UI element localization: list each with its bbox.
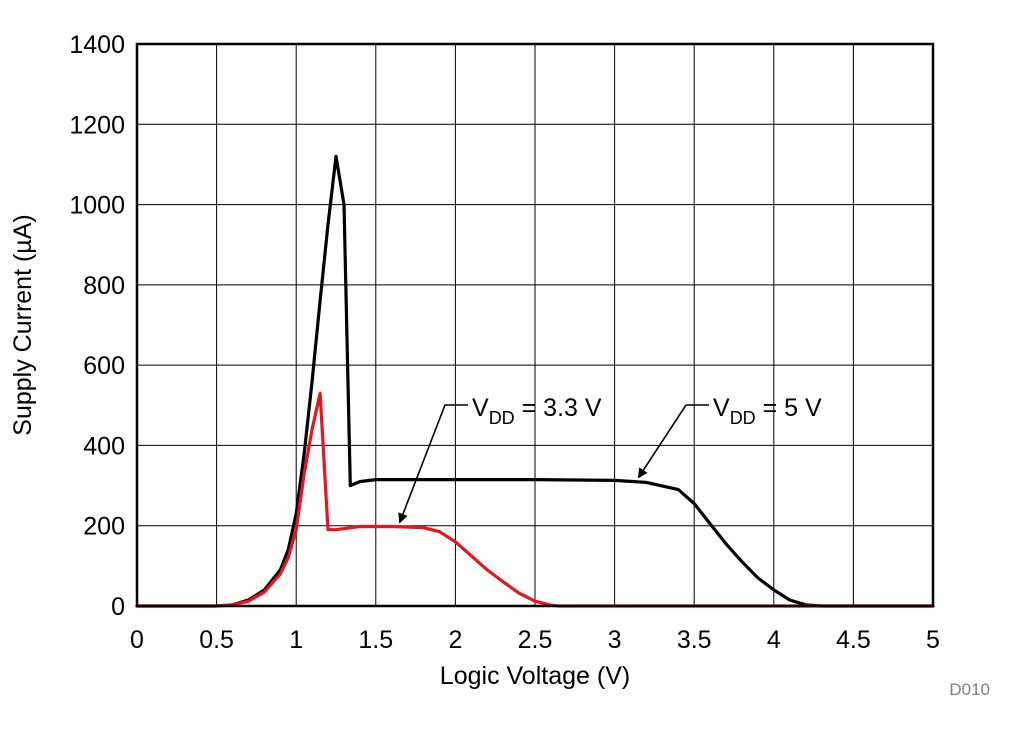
x-tick-label: 1.5 (358, 626, 393, 654)
y-tick-label: 1200 (69, 111, 125, 139)
annotation-layer: VDD = 3.3 V VDD = 5 V (398, 394, 822, 524)
x-tick-label: 4 (767, 626, 781, 654)
series-line-vdd-3v3 (135, 391, 935, 608)
legend-annotation-vdd-5v: VDD = 5 V (637, 394, 822, 479)
figure-id: D010 (949, 680, 990, 699)
y-tick-label: 400 (83, 432, 125, 460)
x-tick-label: 0 (130, 626, 144, 654)
y-tick-label: 1000 (69, 192, 125, 220)
x-tick-label: 2.5 (518, 626, 553, 654)
legend-annotation-vdd-3v3: VDD = 3.3 V (398, 394, 602, 524)
gridlines (137, 44, 933, 606)
x-tick-label: 1 (289, 626, 303, 654)
y-tick-labels: 0 200 400 600 800 1000 1200 1400 (69, 31, 125, 621)
legend-leader-arrow (398, 404, 468, 524)
x-tick-label: 3.5 (677, 626, 712, 654)
x-axis-label: Logic Voltage (V) (440, 662, 630, 690)
legend-leader-arrow (637, 404, 709, 479)
x-tick-label: 3 (608, 626, 622, 654)
y-axis-label: Supply Current (µA) (9, 214, 37, 435)
x-tick-label: 0.5 (199, 626, 234, 654)
y-tick-label: 0 (111, 593, 125, 621)
legend-label: VDD = 5 V (713, 394, 822, 428)
y-tick-label: 800 (83, 272, 125, 300)
plot-frame (135, 42, 935, 608)
y-tick-label: 200 (83, 513, 125, 541)
x-tick-label: 2 (448, 626, 462, 654)
x-tick-label: 5 (926, 626, 940, 654)
x-tick-label: 4.5 (836, 626, 871, 654)
y-tick-label: 600 (83, 352, 125, 380)
y-tick-label: 1400 (69, 31, 125, 59)
legend-label: VDD = 3.3 V (472, 394, 602, 428)
x-tick-labels: 0 0.5 1 1.5 2 2.5 3 3.5 4 4.5 5 (130, 626, 940, 654)
